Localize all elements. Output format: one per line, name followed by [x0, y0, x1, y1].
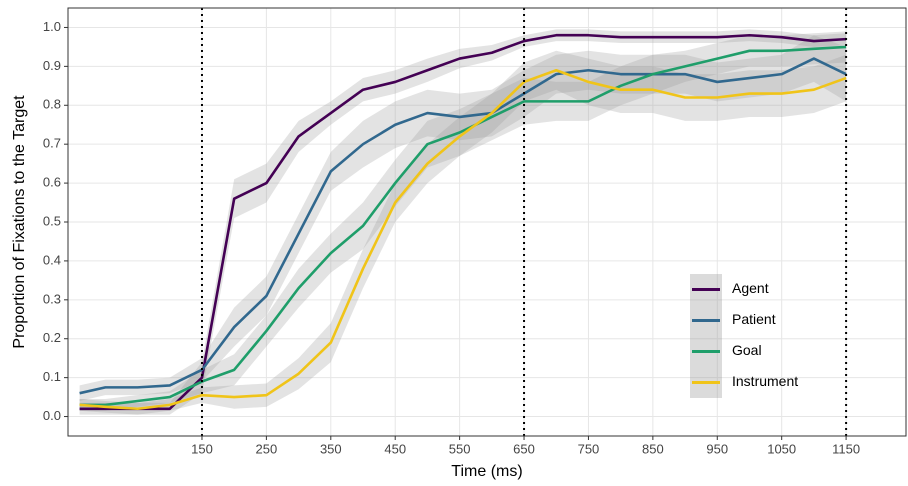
legend-label: Patient — [732, 311, 776, 327]
x-tick-label: 350 — [320, 441, 342, 456]
y-axis-title: Proportion of Fixations to the Target — [11, 95, 28, 349]
x-tick-label: 150 — [191, 441, 213, 456]
x-axis-title: Time (ms) — [451, 463, 522, 480]
x-tick-label: 250 — [256, 441, 278, 456]
confidence-band — [79, 35, 847, 401]
x-tick-label: 750 — [578, 441, 600, 456]
panel-border — [67, 7, 907, 437]
y-tick-label: 0.4 — [43, 252, 61, 267]
series-line — [79, 33, 847, 411]
y-tick-label: 0.3 — [43, 291, 61, 306]
y-tick-label: 1.0 — [43, 19, 61, 34]
confidence-band — [79, 31, 847, 411]
y-tick-label: 0.2 — [43, 330, 61, 345]
y-tick-label: 0.7 — [43, 136, 61, 151]
series-line — [79, 68, 847, 411]
x-tick-label: 950 — [706, 441, 728, 456]
legend-label: Instrument — [732, 373, 798, 389]
y-tick-label: 0.5 — [43, 213, 61, 228]
y-tick-label: 0.9 — [43, 58, 61, 73]
y-tick-label: 0.8 — [43, 97, 61, 112]
confidence-band — [79, 29, 847, 415]
x-tick-label: 650 — [513, 441, 535, 456]
x-tick-label: 550 — [449, 441, 471, 456]
y-tick-label: 0.0 — [43, 408, 61, 423]
legend-label: Agent — [732, 280, 769, 296]
confidence-band — [79, 50, 847, 415]
legend-label: Goal — [732, 342, 762, 358]
x-tick-label: 1150 — [832, 441, 860, 456]
x-tick-label: 850 — [642, 441, 664, 456]
x-tick-label: 450 — [384, 441, 406, 456]
y-tick-label: 0.6 — [43, 175, 61, 190]
y-tick-label: 0.1 — [43, 369, 61, 384]
x-tick-label: 1050 — [767, 441, 796, 456]
